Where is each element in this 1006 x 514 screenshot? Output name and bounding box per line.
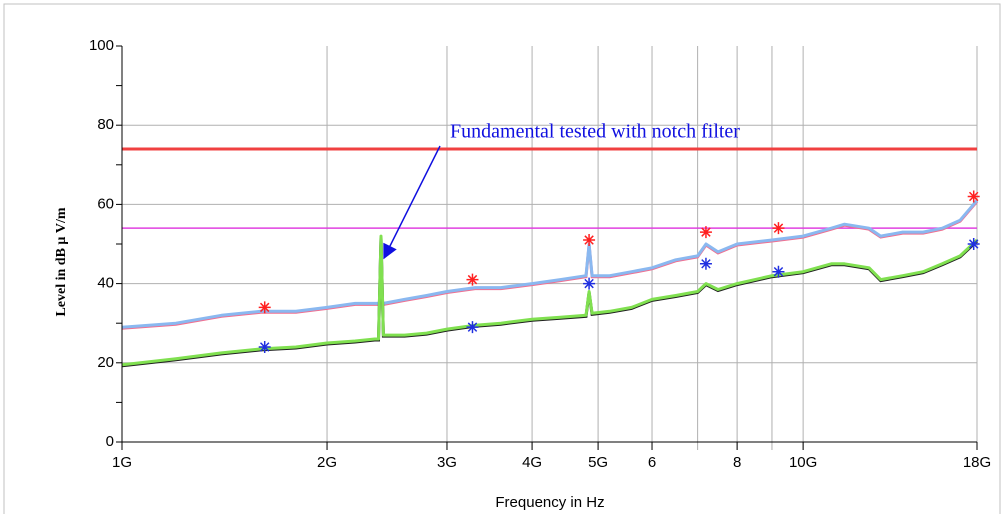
marker: [772, 222, 785, 235]
x-tick-label: 8: [733, 454, 741, 471]
marker: [967, 238, 980, 250]
x-axis-label: Frequency in Hz: [495, 494, 604, 511]
x-tick-label: 18G: [963, 454, 991, 471]
marker: [699, 257, 712, 270]
x-tick-label: 10G: [789, 454, 817, 471]
marker: [466, 273, 479, 286]
trace-shadow: [121, 237, 979, 368]
marker: [967, 190, 980, 203]
marker: [583, 234, 596, 247]
y-tick-label: 20: [97, 354, 114, 371]
marker: [258, 340, 271, 353]
marker: [583, 277, 596, 290]
marker: [699, 226, 712, 239]
y-tick-label: 0: [106, 433, 114, 450]
marker: [772, 265, 785, 278]
trace: [121, 199, 979, 329]
x-tick-label: 5G: [588, 454, 608, 471]
y-axis-label: Level in dB μ V/m: [54, 207, 69, 316]
y-tick-label: 80: [97, 116, 114, 133]
x-tick-label: 1G: [112, 454, 132, 471]
annotation-arrow: [383, 145, 441, 260]
y-tick-label: 40: [97, 275, 114, 292]
annotation: Fundamental tested with notch filter: [450, 121, 740, 143]
marker: [466, 321, 479, 334]
y-tick-label: 60: [97, 195, 114, 212]
x-tick-label: 6: [648, 454, 656, 471]
x-tick-label: 3G: [437, 454, 457, 471]
marker: [258, 301, 271, 314]
x-tick-label: 4G: [522, 454, 542, 471]
frame: [3, 3, 1001, 514]
x-tick-label: 2G: [317, 454, 337, 471]
y-tick-label: 100: [89, 37, 114, 54]
trace: [121, 234, 979, 367]
